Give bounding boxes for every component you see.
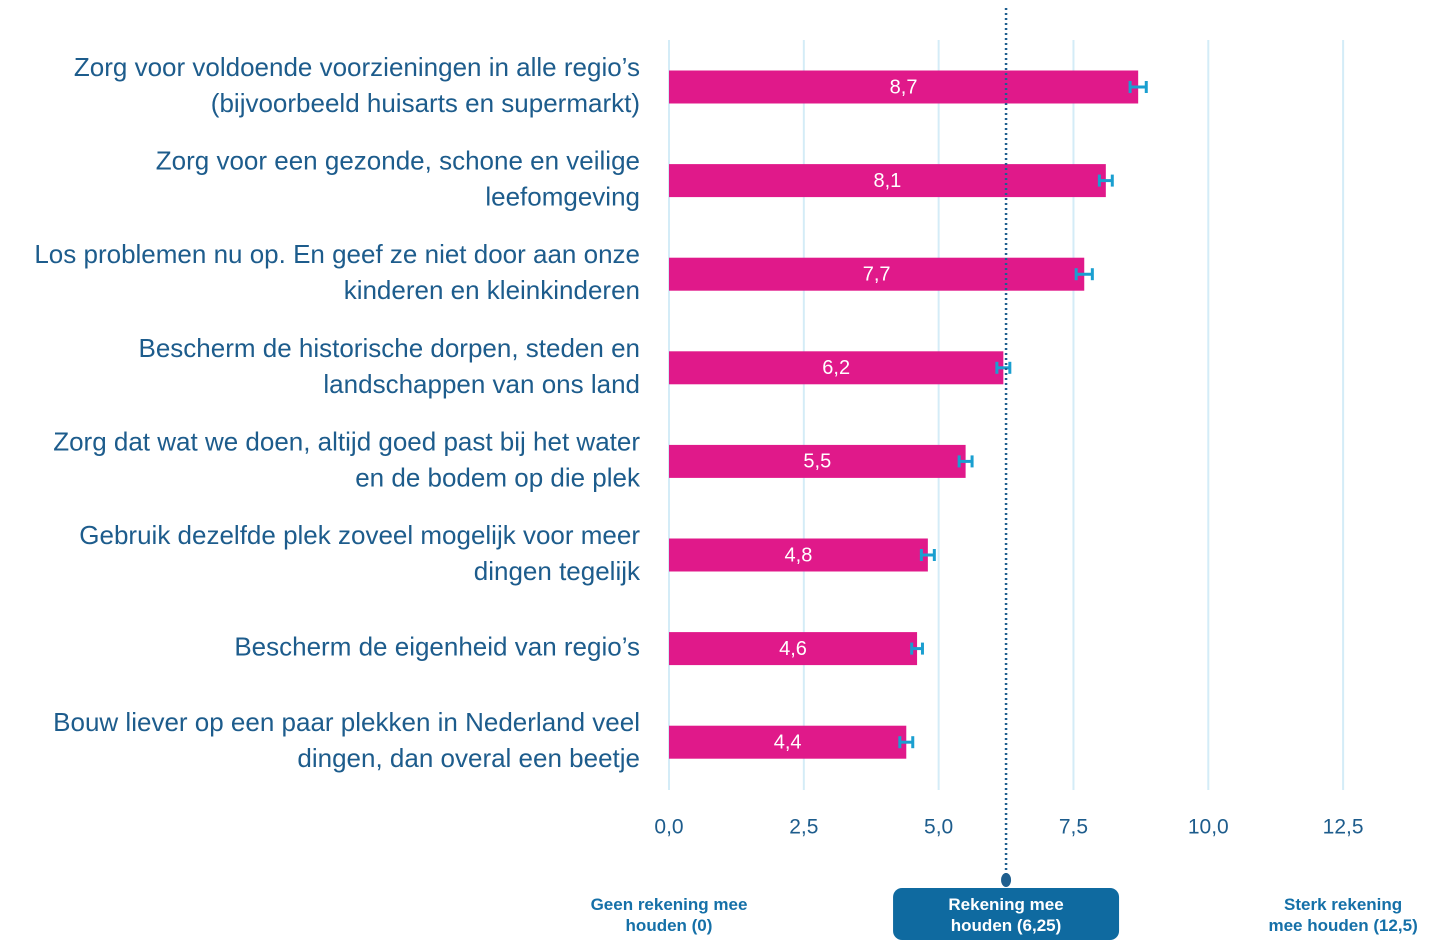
category-label-line: Zorg voor een gezonde, schone en veilige xyxy=(156,145,640,175)
reference-dot xyxy=(1001,873,1012,887)
category-label-line: dingen tegelijk xyxy=(474,556,641,586)
category-label-line: Gebruik dezelfde plek zoveel mogelijk vo… xyxy=(79,520,640,550)
category-label-line: Bescherm de historische dorpen, steden e… xyxy=(138,333,640,363)
annotation-line: Rekening mee xyxy=(948,895,1063,914)
value-label: 4,8 xyxy=(785,544,813,566)
x-tick-label: 0,0 xyxy=(654,816,683,839)
bar xyxy=(669,70,1139,104)
category-label: Bouw liever op een paar plekken in Neder… xyxy=(53,707,640,773)
annotation: Rekening mee houden (6,25) xyxy=(948,895,1063,935)
error-bar xyxy=(957,455,974,468)
bar xyxy=(669,725,907,759)
bar xyxy=(669,632,918,666)
annotation-line: Sterk rekening xyxy=(1284,895,1402,914)
error-bar xyxy=(995,361,1012,374)
error-bar xyxy=(1074,268,1094,281)
value-label: 8,1 xyxy=(874,170,902,192)
annotation-box xyxy=(893,888,1120,940)
value-label: 4,6 xyxy=(779,638,807,660)
category-label-line: Bescherm de eigenheid van regio’s xyxy=(234,631,640,661)
annotation-line: houden (6,25) xyxy=(951,916,1062,935)
x-tick-label: 5,0 xyxy=(924,816,953,839)
x-tick-label: 10,0 xyxy=(1188,816,1229,839)
category-label: Gebruik dezelfde plek zoveel mogelijk vo… xyxy=(79,520,641,586)
annotation-line: houden (0) xyxy=(626,916,713,935)
error-bar xyxy=(910,642,924,655)
category-label-line: Zorg dat wat we doen, altijd goed past b… xyxy=(53,426,640,456)
category-label-line: Zorg voor voldoende voorzieningen in all… xyxy=(74,52,640,82)
annotation: Geen rekening mee houden (0) xyxy=(591,895,748,935)
bar xyxy=(669,538,928,572)
category-label-line: Bouw liever op een paar plekken in Neder… xyxy=(53,707,640,737)
error-bar xyxy=(898,736,915,749)
category-label: Zorg voor een gezonde, schone en veilige… xyxy=(156,145,640,211)
bar xyxy=(669,164,1106,198)
error-bar xyxy=(919,549,936,561)
x-tick-label: 12,5 xyxy=(1323,816,1364,839)
annotation: Sterk rekening mee houden (12,5) xyxy=(1268,895,1417,935)
value-label: 5,5 xyxy=(803,451,831,473)
x-tick-label: 2,5 xyxy=(789,816,818,839)
annotation-line: Geen rekening mee xyxy=(591,895,748,914)
value-label: 8,7 xyxy=(890,76,918,98)
category-label-line: dingen, dan overal een beetje xyxy=(297,743,640,773)
category-label-line: Los problemen nu op. En geef ze niet doo… xyxy=(34,239,640,269)
category-label: Los problemen nu op. En geef ze niet doo… xyxy=(34,239,640,305)
category-label-line: landschappen van ons land xyxy=(323,369,640,399)
value-label: 7,7 xyxy=(863,263,891,285)
x-tick-label: 7,5 xyxy=(1059,816,1088,839)
category-label: Zorg voor voldoende voorzieningen in all… xyxy=(74,52,640,118)
bar xyxy=(669,444,966,478)
category-label-line: leefomgeving xyxy=(485,181,640,211)
category-label: Bescherm de eigenheid van regio’s xyxy=(234,631,640,661)
category-label-line: (bijvoorbeeld huisarts en supermarkt) xyxy=(211,88,640,118)
error-bar xyxy=(1097,174,1114,187)
bar xyxy=(669,257,1085,291)
value-label: 4,4 xyxy=(774,731,802,753)
category-label-line: en de bodem op die plek xyxy=(355,462,641,492)
category-label: Zorg dat wat we doen, altijd goed past b… xyxy=(53,426,641,492)
value-label: 6,2 xyxy=(822,357,850,379)
error-bar xyxy=(1128,81,1148,93)
bar xyxy=(669,351,1004,385)
category-label: Bescherm de historische dorpen, steden e… xyxy=(138,333,640,399)
annotation-line: mee houden (12,5) xyxy=(1268,916,1417,935)
category-label-line: kinderen en kleinkinderen xyxy=(344,275,640,305)
